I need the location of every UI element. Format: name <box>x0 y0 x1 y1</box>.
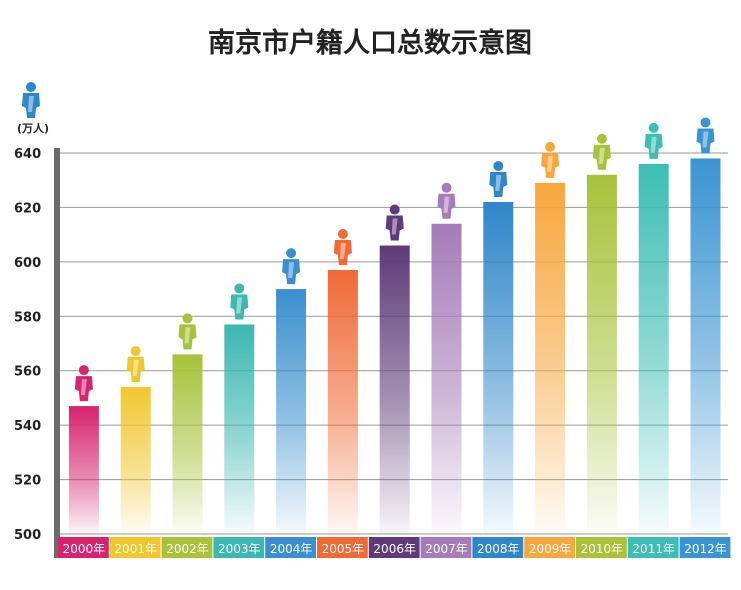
x-label-box <box>420 537 472 558</box>
person-icon <box>333 229 352 266</box>
x-label-box <box>472 537 524 558</box>
bar <box>120 387 151 534</box>
person-icon <box>74 365 93 402</box>
person-icon <box>126 346 145 383</box>
person-icon <box>541 141 560 178</box>
x-tick-label: 2007年 <box>425 542 468 556</box>
y-tick-label: 620 <box>14 201 41 216</box>
person-icon <box>178 313 197 350</box>
person-icons <box>74 117 715 402</box>
person-icon <box>385 204 404 241</box>
x-tick-label: 2003年 <box>218 542 261 556</box>
y-tick-label: 600 <box>14 256 41 271</box>
x-tick-label: 2011年 <box>632 542 675 556</box>
person-icon <box>592 133 611 170</box>
bar <box>224 324 255 534</box>
y-tick-labels: 500 520 540 560 580 600 620 640 <box>14 147 41 543</box>
x-label-box <box>58 537 109 558</box>
x-label-box <box>213 537 265 558</box>
x-tick-labels: 2000年 2001年 2002年 2003年 2004年 2005年 2006年 2007年… <box>58 537 731 558</box>
chart-title: 南京市户籍人口总数示意图 <box>208 27 532 59</box>
bar <box>638 163 669 534</box>
y-tick-label: 640 <box>14 147 41 162</box>
bar <box>379 245 410 534</box>
x-label-box <box>524 537 575 558</box>
y-axis-bar <box>54 148 60 558</box>
person-icon <box>22 82 40 118</box>
bar <box>68 406 99 534</box>
bar <box>431 223 462 534</box>
bar <box>276 289 307 534</box>
y-tick-label: 560 <box>14 365 41 380</box>
y-axis-unit-label: (万人) <box>17 121 49 135</box>
x-label-box <box>679 537 731 558</box>
x-label-box <box>576 537 627 558</box>
x-tick-label: 2002年 <box>166 542 209 556</box>
x-label-box <box>265 537 316 558</box>
x-label-box <box>109 537 161 558</box>
bar <box>690 158 721 534</box>
y-tick-label: 500 <box>14 528 41 543</box>
y-tick-label: 540 <box>14 419 41 434</box>
x-tick-label: 2008年 <box>477 542 520 556</box>
bar <box>327 270 358 534</box>
person-icon <box>489 160 508 197</box>
x-tick-label: 2012年 <box>684 542 727 556</box>
person-icon <box>644 122 663 159</box>
x-tick-label: 2010年 <box>581 542 624 556</box>
x-tick-label: 2005年 <box>322 542 365 556</box>
bar <box>535 182 566 534</box>
person-icon <box>282 248 301 285</box>
y-tick-label: 520 <box>14 474 41 489</box>
bar <box>483 201 514 534</box>
x-tick-label: 2006年 <box>373 542 416 556</box>
bars <box>68 158 721 534</box>
bar <box>586 174 617 534</box>
person-icon <box>230 283 249 320</box>
person-icon <box>437 182 456 219</box>
x-label-box <box>368 537 420 558</box>
x-label-box <box>627 537 679 558</box>
person-icon <box>696 117 715 154</box>
x-label-box <box>317 537 368 558</box>
y-tick-label: 580 <box>14 310 41 325</box>
x-tick-label: 2001年 <box>114 542 157 556</box>
x-label-box <box>161 537 213 558</box>
x-tick-label: 2009年 <box>529 542 572 556</box>
bar <box>172 354 203 534</box>
unit-icon <box>22 82 40 118</box>
x-tick-label: 2000年 <box>63 542 106 556</box>
x-tick-label: 2004年 <box>270 542 313 556</box>
